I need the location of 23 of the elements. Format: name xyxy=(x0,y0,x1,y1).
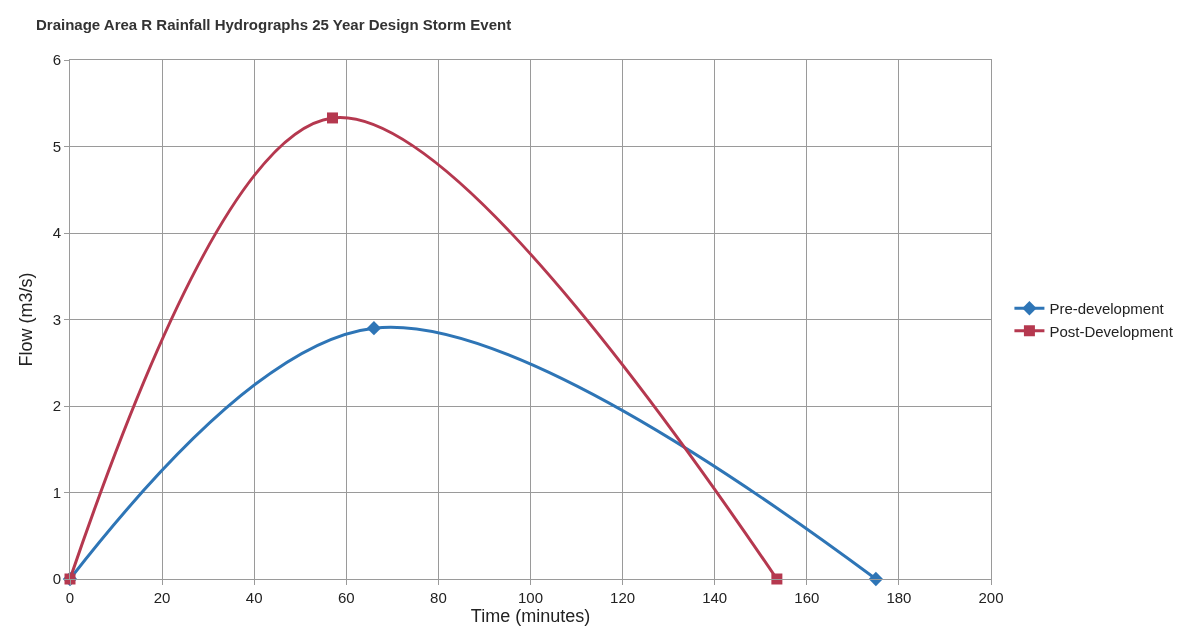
x-tick-label: 100 xyxy=(517,589,544,606)
x-tick-label: 180 xyxy=(886,589,912,606)
legend-label: Pre-development xyxy=(1049,300,1165,318)
x-tick-label: 140 xyxy=(702,589,728,606)
x-tick-label: 200 xyxy=(978,589,1004,606)
y-tick-label: 1 xyxy=(52,483,61,501)
legend-label: Post-Development xyxy=(1049,322,1174,340)
chart-title: Drainage Area R Rainfall Hydrographs 25 Year Design Storm Event xyxy=(36,15,512,33)
y-tick-label: 6 xyxy=(52,51,61,69)
x-tick-label: 40 xyxy=(245,589,263,606)
x-tick-label: 120 xyxy=(610,589,636,606)
y-tick-label: 0 xyxy=(52,570,61,588)
x-tick-label: 160 xyxy=(794,589,820,606)
x-tick-label: 80 xyxy=(430,589,447,606)
x-axis-title: Time (minutes) xyxy=(470,606,591,627)
x-tick-label: 20 xyxy=(153,589,171,606)
x-tick-label: 0 xyxy=(65,589,75,606)
y-tick-label: 3 xyxy=(52,310,61,328)
y-tick-label: 4 xyxy=(52,224,61,242)
y-axis-title: Flow (m3/s) xyxy=(15,272,36,367)
x-tick-label: 60 xyxy=(337,589,355,606)
y-tick-label: 5 xyxy=(52,137,61,155)
y-tick-label: 2 xyxy=(52,397,61,415)
